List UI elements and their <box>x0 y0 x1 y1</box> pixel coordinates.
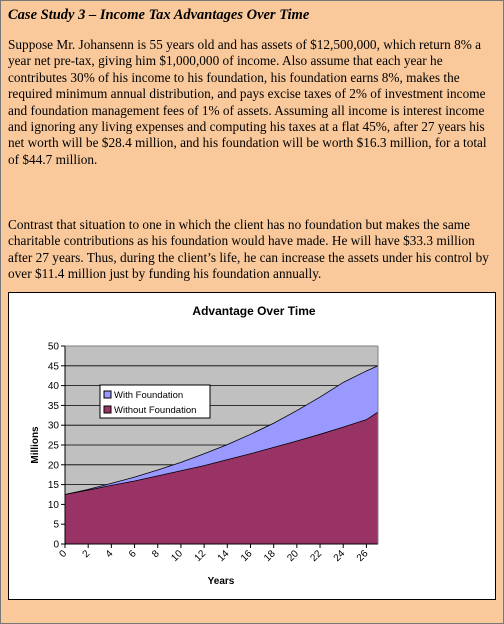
y-tick-label-20: 20 <box>48 460 60 471</box>
case-study-title: Case Study 3 – Income Tax Advantages Ove… <box>8 7 310 23</box>
y-tick-label-40: 40 <box>48 381 60 392</box>
x-tick-label-6: 6 <box>127 548 139 560</box>
area-edge-without-foundation <box>64 411 379 495</box>
y-tick-label-5: 5 <box>53 520 59 531</box>
axes <box>64 345 379 548</box>
paragraph-scenario: Suppose Mr. Johansenn is 55 years old an… <box>8 37 487 167</box>
x-tick-label-2: 2 <box>81 548 93 560</box>
paragraph-contrast: Contrast that situation to one in which … <box>8 217 489 282</box>
legend-label-without-foundation: Without Foundation <box>114 405 196 416</box>
x-tick-label-18: 18 <box>262 548 278 564</box>
x-tick-labels: 0 2 4 6 8 10 12 14 16 18 20 22 24 26 <box>57 548 370 564</box>
x-tick-label-14: 14 <box>216 548 232 564</box>
y-tick-label-25: 25 <box>48 441 60 452</box>
y-tick-label-0: 0 <box>53 540 59 551</box>
legend-label-with-foundation: With Foundation <box>114 390 183 401</box>
y-tick-label-10: 10 <box>48 500 60 511</box>
y-tick-label-30: 30 <box>48 421 60 432</box>
area-without-foundation <box>65 412 378 544</box>
y-tick-label-35: 35 <box>48 401 60 412</box>
y-tick-labels: 0 5 10 15 20 25 30 35 40 45 50 <box>48 342 60 551</box>
y-tick-label-15: 15 <box>48 480 60 491</box>
y-tick-label-50: 50 <box>48 342 60 353</box>
x-tick-label-26: 26 <box>355 548 371 564</box>
advantage-chart: Advantage Over Time 05101520253035404550… <box>30 304 379 587</box>
y-tick-label-45: 45 <box>48 361 60 372</box>
y-axis-label: Millions <box>30 426 41 464</box>
x-axis-label: Years <box>208 576 235 587</box>
chart-title: Advantage Over Time <box>192 304 315 318</box>
x-tick-label-20: 20 <box>285 548 301 564</box>
x-tick-label-22: 22 <box>309 548 325 564</box>
x-tick-label-0: 0 <box>57 548 69 560</box>
legend-swatch-with-foundation <box>103 390 112 399</box>
legend-swatch-without-foundation <box>103 405 112 414</box>
x-tick-label-4: 4 <box>104 548 116 560</box>
legend-box <box>99 384 211 419</box>
series-areas <box>64 365 379 544</box>
area-edge-with-foundation <box>64 365 379 495</box>
legend: With Foundation Without Foundation <box>99 384 211 419</box>
x-tick-label-16: 16 <box>239 548 255 564</box>
x-tick-label-24: 24 <box>332 548 348 564</box>
x-tick-label-12: 12 <box>193 548 209 564</box>
chart-container: Advantage Over Time 0 5 10 15 20 25 30 35 40 45 50… <box>8 292 496 600</box>
x-tick-label-8: 8 <box>150 548 162 560</box>
x-tick-label-10: 10 <box>169 548 185 564</box>
